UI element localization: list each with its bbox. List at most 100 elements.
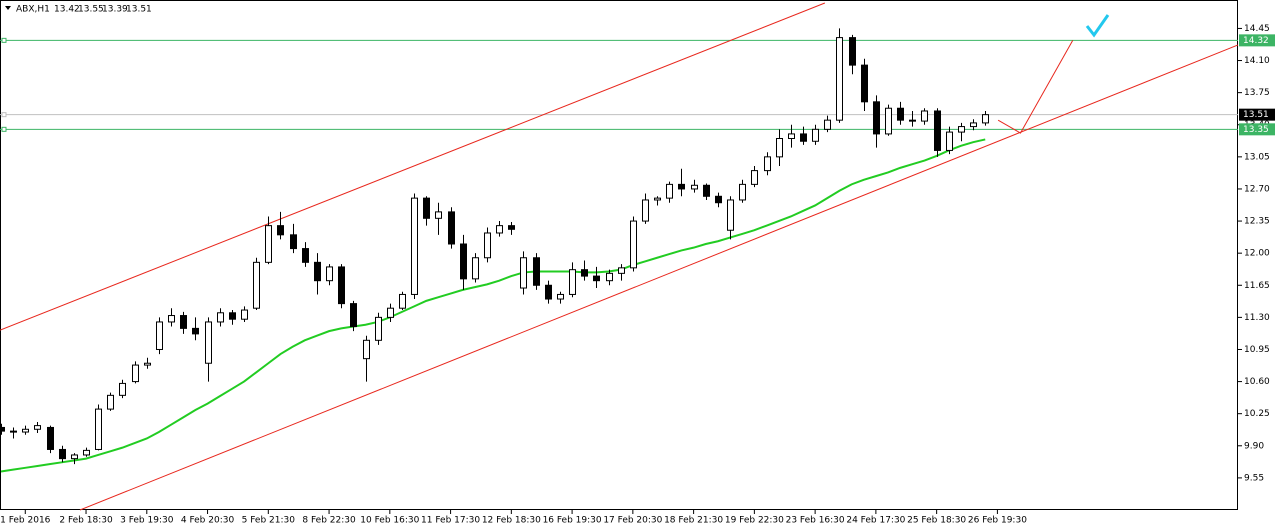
candle-body bbox=[338, 266, 345, 305]
candle-body bbox=[630, 220, 637, 269]
trendline bbox=[0, 2, 826, 331]
y-tick-label: 11.65 bbox=[1244, 281, 1270, 291]
y-tick-label: 10.25 bbox=[1244, 409, 1270, 419]
candle-body bbox=[326, 266, 333, 282]
candle-body bbox=[520, 257, 527, 289]
x-tick-label: 3 Feb 19:30 bbox=[120, 516, 174, 526]
candle-body bbox=[314, 261, 321, 282]
candle-body bbox=[970, 122, 977, 128]
candle-body bbox=[982, 114, 989, 124]
candle-body bbox=[217, 312, 224, 323]
x-tick-label: 18 Feb 21:30 bbox=[664, 516, 723, 526]
candle-body bbox=[836, 37, 843, 121]
trendline bbox=[997, 40, 1074, 134]
candle-body bbox=[849, 37, 856, 66]
candle-body bbox=[59, 448, 66, 460]
y-tick-label: 12.70 bbox=[1244, 184, 1270, 194]
plot bbox=[0, 2, 1239, 511]
candle-body bbox=[290, 234, 297, 250]
candle-body bbox=[508, 225, 515, 230]
candle-body bbox=[764, 156, 771, 172]
y-tick-label: 13.75 bbox=[1244, 88, 1270, 98]
level-label: 13.35 bbox=[1243, 125, 1269, 135]
moving-average bbox=[0, 138, 986, 473]
x-tick-label: 5 Feb 21:30 bbox=[242, 516, 296, 526]
x-tick-label: 25 Feb 18:30 bbox=[907, 516, 966, 526]
candle-body bbox=[691, 184, 698, 190]
candle-body bbox=[168, 315, 175, 323]
candle-body bbox=[545, 284, 552, 300]
x-tick-label: 2 Feb 18:30 bbox=[59, 516, 113, 526]
candle-body bbox=[642, 199, 649, 222]
header-close: 13.51 bbox=[126, 5, 152, 15]
candle-body bbox=[205, 321, 212, 364]
candle-body bbox=[934, 110, 941, 151]
candle-body bbox=[800, 133, 807, 142]
candle-body bbox=[47, 426, 54, 450]
level-label-box bbox=[1239, 108, 1275, 121]
candle-body bbox=[95, 408, 102, 450]
candle-body bbox=[788, 133, 795, 140]
candle-body bbox=[363, 339, 370, 360]
x-tick-label: 4 Feb 20:30 bbox=[181, 516, 235, 526]
level-label: 14.32 bbox=[1243, 36, 1269, 46]
x-tick-label: 10 Feb 16:30 bbox=[360, 516, 419, 526]
header-high: 13.55 bbox=[78, 5, 104, 15]
header-open: 13.42 bbox=[54, 5, 80, 15]
candle-body bbox=[34, 425, 41, 430]
y-tick-label: 11.30 bbox=[1244, 313, 1270, 323]
candle-body bbox=[180, 315, 187, 329]
candle-body bbox=[873, 101, 880, 135]
candle-body bbox=[71, 454, 78, 460]
candle-body bbox=[812, 128, 819, 142]
x-tick-label: 16 Feb 19:30 bbox=[543, 516, 602, 526]
y-tick-label: 9.90 bbox=[1244, 441, 1264, 451]
candle-body bbox=[921, 110, 928, 122]
candle-body bbox=[22, 428, 29, 433]
candle-body bbox=[678, 183, 685, 190]
candle-body bbox=[496, 225, 503, 234]
x-tick-label: 11 Feb 17:30 bbox=[421, 516, 480, 526]
candle-body bbox=[83, 449, 90, 456]
candle-body bbox=[703, 184, 710, 197]
candle-body bbox=[472, 257, 479, 280]
level-label-box bbox=[1239, 34, 1275, 47]
candle-body bbox=[776, 138, 783, 158]
x-tick-label: 26 Feb 19:30 bbox=[968, 516, 1027, 526]
menu-icon[interactable] bbox=[5, 6, 11, 10]
x-tick-label: 19 Feb 22:30 bbox=[725, 516, 784, 526]
chart-title: ABX,H1 bbox=[16, 5, 50, 15]
candle-body bbox=[107, 394, 114, 410]
candle-body bbox=[399, 293, 406, 309]
y-tick-label: 12.35 bbox=[1244, 217, 1270, 227]
y-tick-label: 12.00 bbox=[1244, 249, 1270, 259]
candle-body bbox=[958, 126, 965, 133]
candle-body bbox=[192, 327, 199, 335]
candle-body bbox=[241, 309, 248, 320]
candle-body bbox=[484, 232, 491, 259]
candle-body bbox=[10, 430, 17, 433]
candle-body bbox=[144, 362, 151, 366]
candle-body bbox=[253, 261, 260, 309]
header-low: 13.39 bbox=[102, 5, 128, 15]
candle-body bbox=[448, 211, 455, 245]
candle-body bbox=[861, 64, 868, 103]
candle-body bbox=[606, 272, 613, 282]
y-tick-label: 10.95 bbox=[1244, 345, 1270, 355]
candle-body bbox=[460, 243, 467, 280]
candle-body bbox=[375, 316, 382, 341]
x-tick-label: 8 Feb 22:30 bbox=[302, 516, 356, 526]
level-label: 13.51 bbox=[1243, 110, 1269, 120]
x-tick-label: 17 Feb 20:30 bbox=[603, 516, 662, 526]
candle-body bbox=[265, 225, 272, 263]
x-tick-label: 12 Feb 18:30 bbox=[482, 516, 541, 526]
x-tick-label: 24 Feb 17:30 bbox=[846, 516, 905, 526]
level-label-box bbox=[1239, 123, 1275, 136]
candle-body bbox=[119, 382, 126, 396]
candle-body bbox=[229, 312, 236, 320]
candle-body bbox=[435, 211, 442, 219]
level-handle bbox=[1, 126, 7, 132]
level-handle bbox=[1, 37, 7, 43]
candle-body bbox=[0, 426, 5, 432]
